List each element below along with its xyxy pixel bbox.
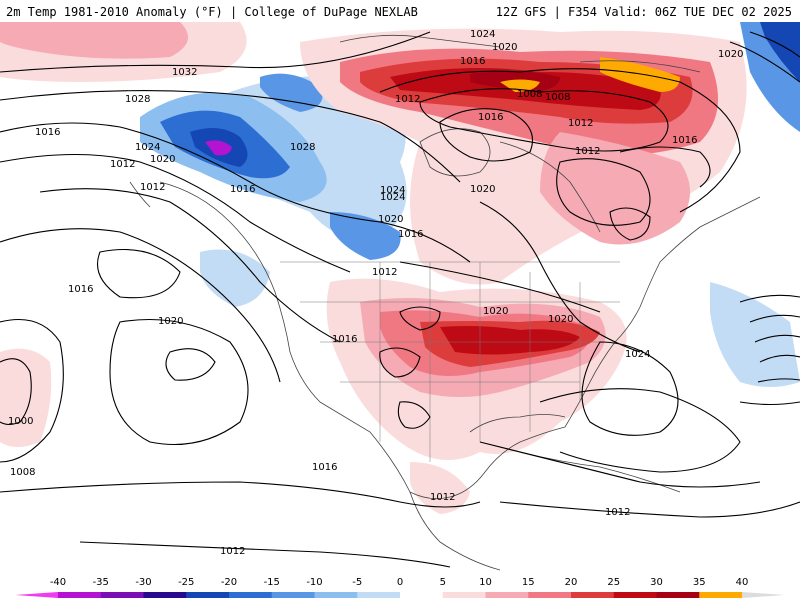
isobars xyxy=(0,31,800,568)
isobar-label: 1012 xyxy=(430,492,455,503)
isobar-label: 1016 xyxy=(460,56,485,67)
isobar-label: 1008 xyxy=(10,467,35,478)
isobar-label: 1024 xyxy=(135,142,160,153)
colorbar-segment xyxy=(656,592,700,598)
isobar-label: 1024 xyxy=(625,349,650,360)
colorbar-segment xyxy=(357,592,401,598)
colorbar-tick-label: 15 xyxy=(522,577,535,588)
isobar-label: 1028 xyxy=(290,142,315,153)
isobar-label: 1020 xyxy=(483,306,508,317)
isobar-label: 1016 xyxy=(230,184,255,195)
state-borders xyxy=(280,261,620,462)
colorbar-min-arrow xyxy=(15,592,58,598)
isobar-label: 1000 xyxy=(8,416,33,427)
colorbar-segment xyxy=(485,592,529,598)
isobar-label: 1012 xyxy=(372,267,397,278)
isobar-label: 1008 xyxy=(517,89,542,100)
colorbar-tick-label: 25 xyxy=(607,577,620,588)
colorbar-tick-label: -5 xyxy=(352,577,362,588)
isobar-label: 1012 xyxy=(568,118,593,129)
colorbar-max-arrow xyxy=(742,592,785,598)
isobar-label: 1016 xyxy=(332,334,357,345)
colorbar-tick-label: -40 xyxy=(50,577,66,588)
isobar-label: 1020 xyxy=(548,314,573,325)
colorbar-segment xyxy=(571,592,615,598)
colorbar-segment xyxy=(143,592,187,598)
isobar-label: 1020 xyxy=(470,184,495,195)
colorbar-segment xyxy=(442,592,486,598)
colorbar-tick-label: 35 xyxy=(693,577,706,588)
colorbar-tick-label: -15 xyxy=(264,577,280,588)
colorbar-tick-label: 20 xyxy=(565,577,578,588)
isobar-label: 1012 xyxy=(575,146,600,157)
isobar-label: 1020 xyxy=(718,49,743,60)
isobar-label: 1016 xyxy=(672,135,697,146)
colorbar-segment xyxy=(100,592,144,598)
colorbar-tick-label: 30 xyxy=(650,577,663,588)
isobar-label: 1020 xyxy=(378,214,403,225)
isobar-label: 1020 xyxy=(492,42,517,53)
colorbar-tick-label: -30 xyxy=(135,577,151,588)
isobar-label: 1028 xyxy=(125,94,150,105)
isobar-label: 1012 xyxy=(110,159,135,170)
colorbar-tick-label: -35 xyxy=(93,577,109,588)
map-title: 2m Temp 1981-2010 Anomaly (°F) | College… xyxy=(6,5,418,19)
colorbar-segment xyxy=(400,592,444,598)
colorbar-segment xyxy=(58,592,102,598)
colorbar-segment xyxy=(229,592,273,598)
pressure-labels: 1024 1020 1016 1012 1008 1032 1028 1016 … xyxy=(8,29,743,557)
isobar-label: 1020 xyxy=(150,154,175,165)
colorbar-segment xyxy=(528,592,572,598)
anomaly-colorbar: -40 -35 -30 -25 -20 -15 -10 -5 0 5 10 15 20 25 30 35 40 xyxy=(0,575,800,600)
colorbar-tick-label: 40 xyxy=(736,577,749,588)
map-canvas: 1024 1020 1016 1012 1008 1032 1028 1016 … xyxy=(0,22,800,571)
isobar-label: 1024 xyxy=(380,192,405,203)
colorbar-tick-label: -20 xyxy=(221,577,237,588)
colorbar-tick-label: 10 xyxy=(479,577,492,588)
isobar-label: 1012 xyxy=(140,182,165,193)
colorbar-segment xyxy=(699,592,743,598)
colorbar-tick-label: 5 xyxy=(440,577,446,588)
map-header: 2m Temp 1981-2010 Anomaly (°F) | College… xyxy=(0,0,800,22)
isobar-label: 1024 xyxy=(470,29,495,40)
colorbar-segment xyxy=(271,592,315,598)
isobar-label: 1012 xyxy=(395,94,420,105)
anomaly-map: 1024 1020 1016 1012 1008 1032 1028 1016 … xyxy=(0,22,800,575)
isobar-label: 1012 xyxy=(605,507,630,518)
isobar-label: 1032 xyxy=(172,67,197,78)
model-run-info: 12Z GFS | F354 Valid: 06Z TUE DEC 02 202… xyxy=(495,5,792,19)
colorbar-tick-label: 0 xyxy=(397,577,403,588)
isobar-label: 1024 xyxy=(380,185,405,196)
colorbar-tick-label: -10 xyxy=(306,577,322,588)
colorbar-segment xyxy=(314,592,358,598)
isobar-label: 1016 xyxy=(35,127,60,138)
colorbar-segment xyxy=(613,592,657,598)
isobar-label: 1012 xyxy=(220,546,245,557)
colorbar-segment xyxy=(186,592,230,598)
isobar-label: 1020 xyxy=(158,316,183,327)
isobar-label: 1016 xyxy=(312,462,337,473)
isobar-label: 1016 xyxy=(398,229,423,240)
colorbar-tick-label: -25 xyxy=(178,577,194,588)
isobar-label: 1008 xyxy=(545,92,570,103)
isobar-label: 1016 xyxy=(478,112,503,123)
isobar-label: 1016 xyxy=(68,284,93,295)
colorbar-svg: -40 -35 -30 -25 -20 -15 -10 -5 0 5 10 15 20 25 30 35 40 xyxy=(15,577,785,598)
